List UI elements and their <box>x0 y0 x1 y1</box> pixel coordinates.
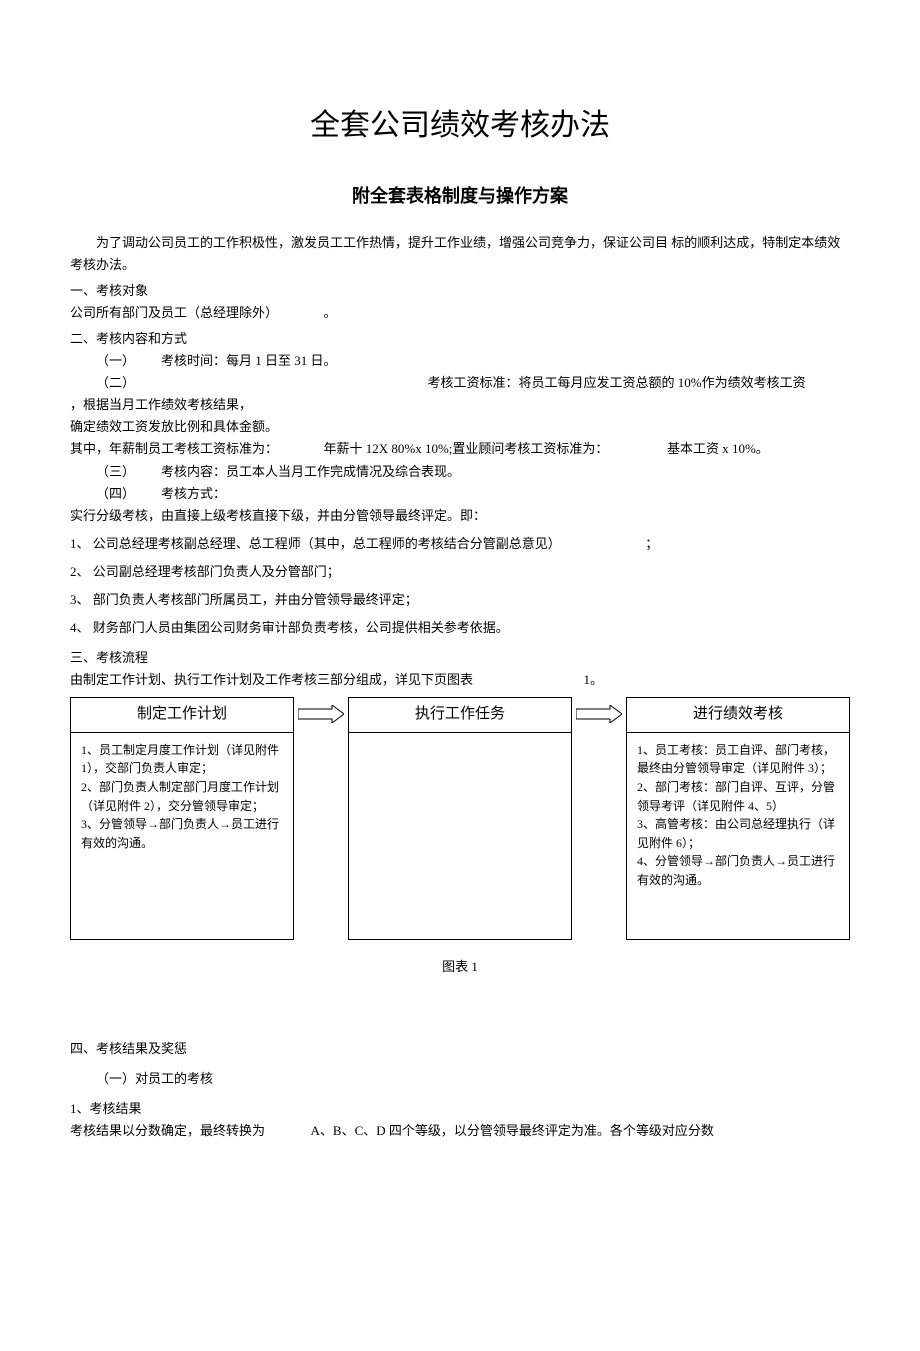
arrow-1 <box>294 697 348 940</box>
flow-row: 制定工作计划 1、员工制定月度工作计划（详见附件 1），交部门负责人审定； 2、… <box>70 697 850 940</box>
s2-i1-text: 考核时间：每月 1 日至 31 日。 <box>161 353 337 368</box>
s2-method-intro: 实行分级考核，由直接上级考核直接下级，并由分管领导最终评定。即： <box>70 505 850 527</box>
flow-box-execute: 执行工作任务 <box>348 697 572 940</box>
doc-subtitle: 附全套表格制度与操作方案 <box>70 181 850 212</box>
s2-item-2-tail1: ，根据当月工作绩效考核结果， <box>70 394 850 416</box>
flow3-b3: 3、高管考核：由公司总经理执行（详见附件 6）； <box>637 815 839 852</box>
s2-i1-label: （一） <box>96 353 135 368</box>
flow-box-plan-body: 1、员工制定月度工作计划（详见附件 1），交部门负责人审定； 2、部门负责人制定… <box>71 733 293 939</box>
s2-i2-text: 考核工资标准：将员工每月应发工资总额的 10%作为绩效考核工资 <box>428 375 806 390</box>
arrow-right-icon <box>576 705 622 723</box>
s2-item-2-line3: 其中，年薪制员工考核工资标准为： 年薪十 12X 80%x 10%;置业顾问考核… <box>70 438 850 460</box>
section-1-line: 公司所有部门及员工（总经理除外） 。 <box>70 302 850 324</box>
s2-item-1: （一） 考核时间：每月 1 日至 31 日。 <box>70 350 850 372</box>
section-4-heading: 四、考核结果及奖惩 <box>70 1038 850 1060</box>
doc-title: 全套公司绩效考核办法 <box>70 100 850 151</box>
flow3-b1: 1、员工考核：员工自评、部门考核，最终由分管领导审定（详见附件 3）； <box>637 741 839 778</box>
s2-i4-label: （四） <box>96 486 135 501</box>
s1-text-a: 公司所有部门及员工（总经理除外） <box>70 305 278 320</box>
s2-m1: 1、 公司总经理考核副总经理、总工程师（其中，总工程师的考核结合分管副总意见） … <box>70 533 850 555</box>
s2-item-4: （四） 考核方式： <box>70 483 850 505</box>
s1-text-b: 。 <box>324 305 337 320</box>
flow3-b4: 4、分管领导→部门负责人→员工进行有效的沟通。 <box>637 852 839 889</box>
flow1-b1: 1、员工制定月度工作计划（详见附件 1），交部门负责人审定； <box>81 741 283 778</box>
flow-box-plan-head: 制定工作计划 <box>71 698 293 733</box>
arrow-2 <box>572 697 626 940</box>
s3-intro: 由制定工作计划、执行工作计划及工作考核三部分组成，详见下页图表 1。 <box>70 669 850 691</box>
flow1-b2: 2、部门负责人制定部门月度工作计划（详见附件 2），交分管领导审定； <box>81 778 283 815</box>
flow-box-assess: 进行绩效考核 1、员工考核：员工自评、部门考核，最终由分管领导审定（详见附件 3… <box>626 697 850 940</box>
s4-sub: （一）对员工的考核 <box>70 1068 850 1090</box>
flow-box-assess-body: 1、员工考核：员工自评、部门考核，最终由分管领导审定（详见附件 3）； 2、部门… <box>627 733 849 939</box>
section-2-heading: 二、考核内容和方式 <box>70 328 850 350</box>
flow-box-assess-head: 进行绩效考核 <box>627 698 849 733</box>
s2-i3-text: 考核内容：员工本人当月工作完成情况及综合表现。 <box>161 464 460 479</box>
s2-l3a: 其中，年薪制员工考核工资标准为： <box>70 441 278 456</box>
s2-item-2-tail2: 确定绩效工资发放比例和具体金额。 <box>70 416 850 438</box>
s2-i3-label: （三） <box>96 464 135 479</box>
flow3-b2: 2、部门考核：部门自评、互评，分管领导考评（详见附件 4、5） <box>637 778 839 815</box>
figure-caption: 图表 1 <box>70 956 850 978</box>
flow-box-execute-head: 执行工作任务 <box>349 698 571 733</box>
section-1-heading: 一、考核对象 <box>70 280 850 302</box>
s2-l3b: 年薪十 12X 80%x 10%;置业顾问考核工资标准为： <box>324 441 609 456</box>
s2-m1-text: 1、 公司总经理考核副总经理、总工程师（其中，总工程师的考核结合分管副总意见） <box>70 536 561 551</box>
intro-paragraph: 为了调动公司员工的工作积极性，激发员工工作热情，提升工作业绩，增强公司竞争力，保… <box>70 232 850 276</box>
s3-intro-a: 由制定工作计划、执行工作计划及工作考核三部分组成，详见下页图表 <box>70 672 473 687</box>
s2-l3c: 基本工资 x 10%。 <box>667 441 769 456</box>
flowchart: 制定工作计划 1、员工制定月度工作计划（详见附件 1），交部门负责人审定； 2、… <box>70 697 850 940</box>
s2-m4: 4、 财务部门人员由集团公司财务审计部负责考核，公司提供相关参考依据。 <box>70 617 850 639</box>
s4-r2b: A、B、C、D 四个等级，以分管领导最终评定为准。各个等级对应分数 <box>311 1123 714 1138</box>
s2-item-3: （三） 考核内容：员工本人当月工作完成情况及综合表现。 <box>70 461 850 483</box>
s4-r2a: 考核结果以分数确定，最终转换为 <box>70 1123 265 1138</box>
s2-item-2: （二） 考核工资标准：将员工每月应发工资总额的 10%作为绩效考核工资 <box>70 372 850 394</box>
s4-r2: 考核结果以分数确定，最终转换为 A、B、C、D 四个等级，以分管领导最终评定为准… <box>70 1120 850 1142</box>
s3-intro-b: 1。 <box>584 672 604 687</box>
s4-r1: 1、考核结果 <box>70 1098 850 1120</box>
flow-box-execute-body <box>349 733 571 939</box>
flow1-b3: 3、分管领导→部门负责人→员工进行有效的沟通。 <box>81 815 283 852</box>
s2-m1-tail: ； <box>645 536 658 551</box>
flow-box-plan: 制定工作计划 1、员工制定月度工作计划（详见附件 1），交部门负责人审定； 2、… <box>70 697 294 940</box>
s2-i4-text: 考核方式： <box>161 486 226 501</box>
s2-i2-label: （二） <box>96 375 135 390</box>
s2-m3: 3、 部门负责人考核部门所属员工，并由分管领导最终评定； <box>70 589 850 611</box>
arrow-right-icon <box>298 705 344 723</box>
s2-m2: 2、 公司副总经理考核部门负责人及分管部门； <box>70 561 850 583</box>
section-3-heading: 三、考核流程 <box>70 647 850 669</box>
